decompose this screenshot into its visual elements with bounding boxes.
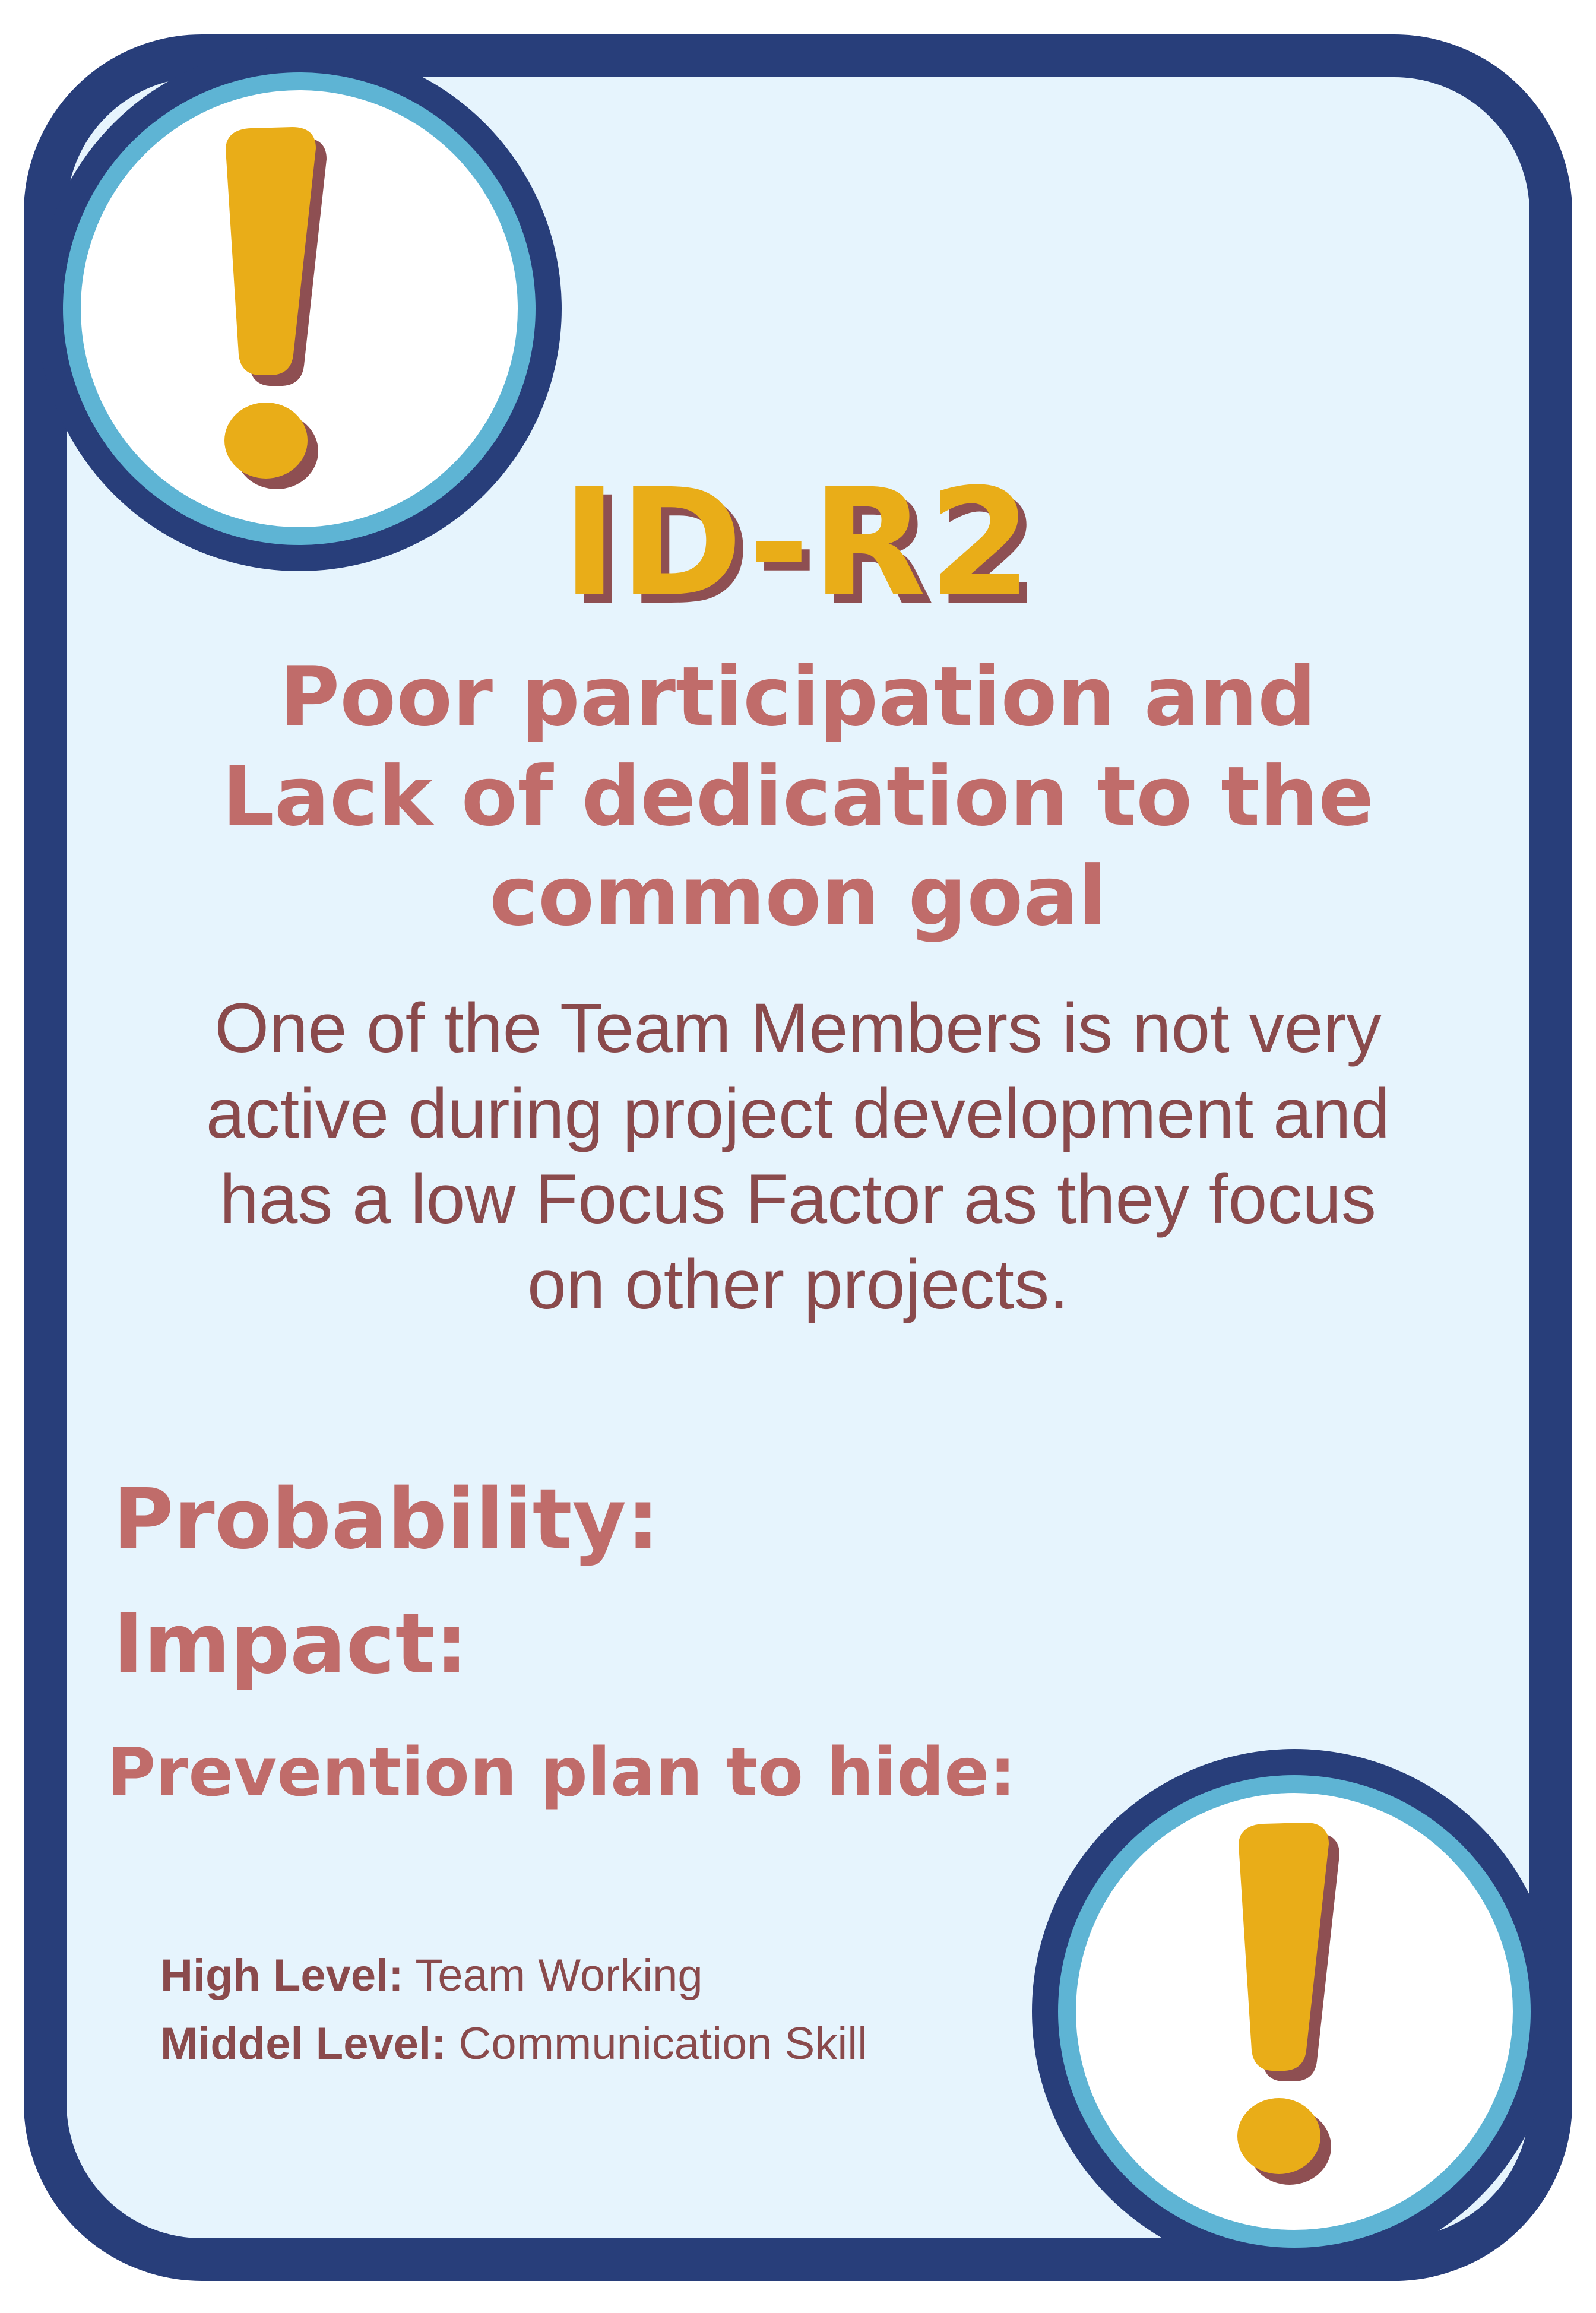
high-level-line: High Level: Team Working: [160, 1953, 703, 1998]
exclamation-icon: [224, 127, 327, 489]
risk-title: Poor participation and Lack of dedicatio…: [222, 649, 1374, 944]
high-level-value: Team Working: [415, 1950, 703, 2001]
middle-level-line: Middel Level: Communication Skill: [160, 2022, 867, 2067]
high-level-label: High Level:: [160, 1950, 404, 2001]
impact-label: Impact:: [113, 1596, 468, 1693]
middle-level-label: Middel Level:: [160, 2019, 446, 2069]
middle-level-value: Communication Skill: [458, 2019, 867, 2069]
prevention-plan-label: Prevention plan to hide:: [107, 1734, 1016, 1811]
bottom-badge: [1032, 1749, 1557, 2274]
probability-label: Probability:: [113, 1471, 660, 1568]
risk-code: ID-R2: [562, 457, 1034, 629]
risk-description: One of the Team Members is not very acti…: [205, 989, 1391, 1324]
exclamation-icon: [1237, 1823, 1340, 2185]
top-badge: [37, 46, 562, 571]
